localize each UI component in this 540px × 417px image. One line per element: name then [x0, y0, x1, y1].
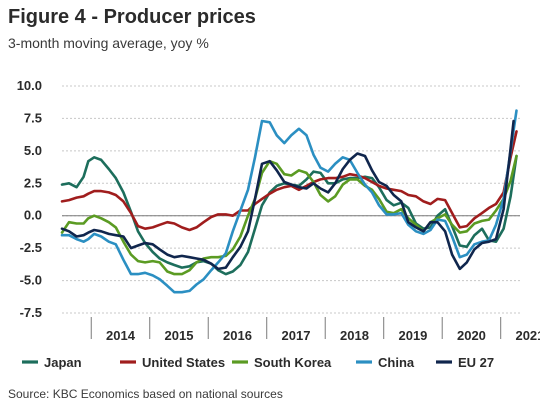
y-tick-label: 7.5	[24, 110, 42, 125]
x-tick-label: 2018	[340, 328, 369, 343]
source-note: Source: KBC Economics based on national …	[8, 387, 283, 401]
x-tick-label: 2019	[398, 328, 427, 343]
series-lines	[60, 109, 518, 294]
x-tick-label: 2016	[223, 328, 252, 343]
series-line-united-states	[60, 130, 518, 232]
y-tick-label: 2.5	[24, 175, 42, 190]
chart-title: Figure 4 - Producer prices	[8, 6, 256, 28]
y-tick-label: 10.0	[17, 78, 42, 93]
legend-label: Japan	[44, 355, 82, 370]
y-tick-label: -5.0	[20, 273, 42, 288]
y-tick-label: 0.0	[24, 208, 42, 223]
y-tick-label: 5.0	[24, 143, 42, 158]
series-line-japan	[60, 154, 518, 276]
x-tick-label: 2020	[457, 328, 486, 343]
chart-subtitle: 3-month moving average, yoy %	[8, 35, 209, 51]
x-tick-label: 2014	[106, 328, 136, 343]
y-tick-label: -2.5	[20, 240, 42, 255]
x-tick-label: 2015	[165, 328, 194, 343]
series-line-china	[60, 109, 518, 294]
legend-label: China	[378, 355, 415, 370]
x-tick-label: 2021	[515, 328, 540, 343]
legend-label: United States	[142, 355, 225, 370]
legend: Japan United States South Korea China EU 27	[22, 355, 494, 370]
y-tick-label: -7.5	[20, 305, 42, 320]
legend-label: South Korea	[254, 355, 332, 370]
x-tick-label: 2017	[282, 328, 311, 343]
x-axis: 2014 2015 2016 2017 2018 2019 2020 2021	[62, 215, 540, 343]
gridlines	[62, 85, 520, 314]
y-axis-ticks: 10.0 7.5 5.0 2.5 0.0 -2.5 -5.0 -7.5	[17, 78, 42, 320]
series-line-south-korea	[60, 154, 518, 276]
legend-label: EU 27	[458, 355, 494, 370]
series-line-eu-27	[60, 119, 515, 271]
